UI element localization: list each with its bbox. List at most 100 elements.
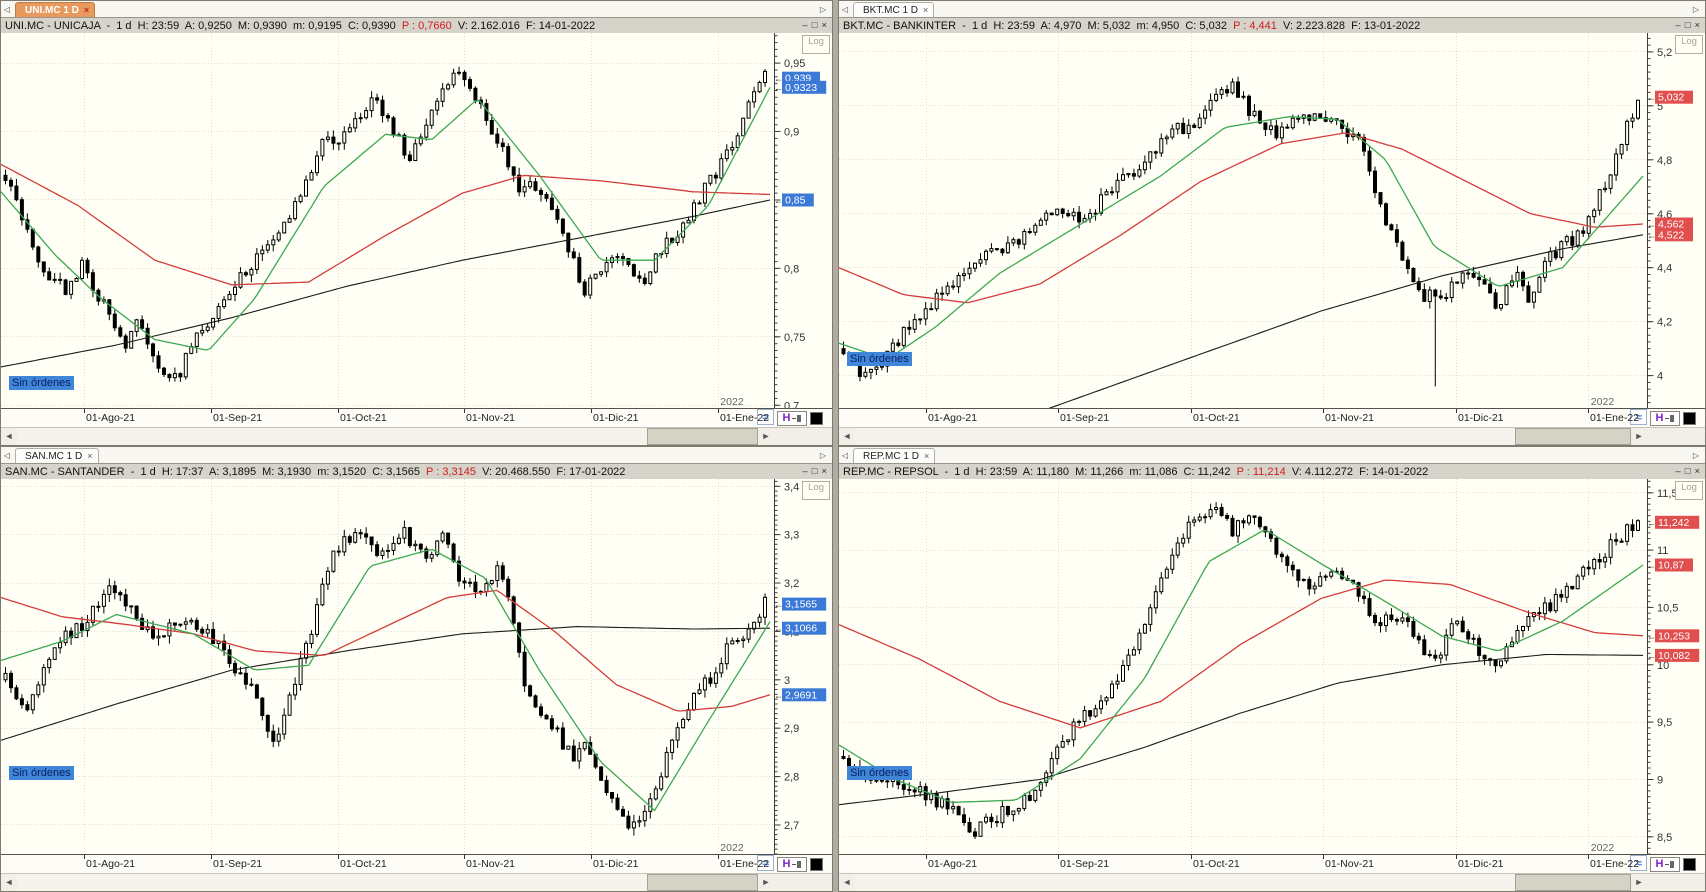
svg-text:10,87: 10,87 xyxy=(1658,560,1684,572)
price-axis[interactable]: 5,2 5 4,8 4,6 4,4 4,2 4 ← 5,032 ← 4,562 ← 4,522 Log xyxy=(1647,33,1705,408)
tab-scroll-right-icon[interactable]: ▷ xyxy=(1692,5,1700,14)
svg-text:11,242: 11,242 xyxy=(1658,517,1689,529)
color-swatch-button[interactable] xyxy=(810,411,823,425)
chart-plot[interactable]: 2022 Sin órdenes xyxy=(1,479,774,854)
date-tick xyxy=(1323,409,1324,413)
horizontal-line-button[interactable]: H xyxy=(1650,410,1680,426)
window-controls: – □ × xyxy=(1675,466,1701,478)
date-label: 01-Ago-21 xyxy=(928,858,978,870)
tab-scroll-right-icon[interactable]: ▷ xyxy=(819,5,827,14)
price-axis-svg: 5,254,84,64,44,24← 5,032← 4,562← 4,522 xyxy=(1647,33,1693,408)
tab-close-icon[interactable]: × xyxy=(923,5,929,15)
color-swatch-button[interactable] xyxy=(1683,857,1696,871)
chart-plot[interactable]: 2022 Sin órdenes xyxy=(1,33,774,408)
horizontal-line-button[interactable]: H xyxy=(777,410,807,426)
maximize-icon[interactable]: □ xyxy=(811,19,818,31)
color-swatch-button[interactable] xyxy=(810,857,823,871)
price-axis[interactable]: 11,5 11 10,5 10 9,5 9 8,5 ← 11,242 ← 10,87 ← 10,253 ←… xyxy=(1647,479,1705,854)
tab-scroll-right-icon[interactable]: ▷ xyxy=(1692,451,1700,460)
scroll-left-arrow[interactable]: ◄ xyxy=(839,428,855,445)
scrollbar-thumb[interactable] xyxy=(1514,428,1631,445)
scroll-right-arrow[interactable]: ► xyxy=(758,428,774,445)
scrollbar-track[interactable] xyxy=(17,428,758,445)
price-axis[interactable]: 0,950,90,850,80,750,7←0,939←0,9323←0,85 … xyxy=(774,33,832,408)
scroll-left-arrow[interactable]: ◄ xyxy=(1,874,17,891)
svg-text:9: 9 xyxy=(1657,775,1663,787)
log-scale-button[interactable]: Log xyxy=(802,481,830,500)
line-mode-button[interactable]: ≈ xyxy=(1630,855,1647,871)
log-scale-button[interactable]: Log xyxy=(1675,481,1703,500)
maximize-icon[interactable]: □ xyxy=(1684,465,1691,477)
svg-text:4,4: 4,4 xyxy=(1657,263,1672,275)
log-scale-button[interactable]: Log xyxy=(1675,35,1703,54)
tab-scroll-left-icon[interactable]: ◁ xyxy=(3,451,11,460)
axis-corner: H xyxy=(774,855,832,873)
scroll-right-arrow[interactable]: ► xyxy=(1631,428,1647,445)
date-label: 01-Ene-22 xyxy=(720,858,770,870)
horizontal-line-button[interactable]: H xyxy=(1650,856,1680,872)
ohlc-summary: UNI.MC - UNICAJA - 1 d H: 23:59 A: 0,925… xyxy=(5,19,402,32)
horizontal-line-button[interactable]: H xyxy=(777,856,807,872)
minimize-icon[interactable]: – xyxy=(802,19,808,31)
line-mode-button[interactable]: ≈ xyxy=(757,409,774,425)
scrollbar-corner xyxy=(774,874,832,891)
date-tick xyxy=(1323,855,1324,859)
scroll-right-arrow[interactable]: ► xyxy=(1631,874,1647,891)
tab-close-icon[interactable]: × xyxy=(923,451,930,461)
color-swatch-button[interactable] xyxy=(1683,411,1696,425)
chart-tab[interactable]: SAN.MC 1 D × xyxy=(15,448,99,463)
minimize-icon[interactable]: – xyxy=(1675,465,1681,477)
price-axis[interactable]: 3,43,33,23,132,92,82,7←3,1565←3,1066←2,9… xyxy=(774,479,832,854)
chart-plot[interactable]: 2022 Sin órdenes xyxy=(839,33,1647,408)
close-icon[interactable]: × xyxy=(821,465,827,477)
tab-close-icon[interactable]: × xyxy=(87,451,93,461)
svg-text:5: 5 xyxy=(1657,101,1663,113)
pin-icon xyxy=(792,414,802,423)
date-tick xyxy=(211,855,212,859)
tab-scroll-left-icon[interactable]: ◁ xyxy=(841,5,849,14)
scrollbar-track[interactable] xyxy=(855,874,1631,891)
tab-scroll-left-icon[interactable]: ◁ xyxy=(3,5,11,14)
scrollbar-thumb[interactable] xyxy=(1514,874,1631,891)
scrollbar-track[interactable] xyxy=(855,428,1631,445)
minimize-icon[interactable]: – xyxy=(1675,19,1681,31)
tab-scroll-left-icon[interactable]: ◁ xyxy=(841,451,849,460)
tab-scroll-right-icon[interactable]: ▷ xyxy=(819,451,827,460)
time-axis[interactable]: ≈ 01-Ago-21 01-Sep-21 01-Oct-21 01-Nov-21 01… xyxy=(839,409,1647,427)
log-scale-button[interactable]: Log xyxy=(802,35,830,54)
date-tick xyxy=(464,855,465,859)
maximize-icon[interactable]: □ xyxy=(811,465,818,477)
chart-plot[interactable]: 2022 Sin órdenes xyxy=(839,479,1647,854)
close-icon[interactable]: × xyxy=(1694,19,1700,31)
line-mode-button[interactable]: ≈ xyxy=(757,855,774,871)
time-axis-row: ≈ 01-Ago-21 01-Sep-21 01-Oct-21 01-Nov-21 01… xyxy=(1,409,832,427)
chart-area: 2022 Sin órdenes 0,950,90,850,80,750,7←0… xyxy=(1,33,832,409)
chart-tab[interactable]: BKT.MC 1 D × xyxy=(853,2,935,17)
maximize-icon[interactable]: □ xyxy=(1684,19,1691,31)
scrollbar-thumb[interactable] xyxy=(646,874,758,891)
minimize-icon[interactable]: – xyxy=(802,465,808,477)
scroll-right-arrow[interactable]: ► xyxy=(758,874,774,891)
svg-text:←: ← xyxy=(1647,518,1656,528)
time-axis[interactable]: ≈ 01-Ago-21 01-Sep-21 01-Oct-21 01-Nov-21 01… xyxy=(1,855,774,873)
tab-close-icon[interactable]: × xyxy=(83,5,90,15)
svg-text:5,032: 5,032 xyxy=(1658,92,1684,104)
price-axis-svg: 3,43,33,23,132,92,82,7←3,1565←3,1066←2,9… xyxy=(774,479,827,854)
scroll-left-arrow[interactable]: ◄ xyxy=(1,428,17,445)
svg-text:9,5: 9,5 xyxy=(1657,717,1672,729)
chart-tab[interactable]: UNI.MC 1 D × xyxy=(15,2,96,17)
svg-text:←: ← xyxy=(774,83,783,93)
chart-title-bar: BKT.MC - BANKINTER - 1 d H: 23:59 A: 4,9… xyxy=(839,17,1705,33)
close-icon[interactable]: × xyxy=(1694,465,1700,477)
close-icon[interactable]: × xyxy=(821,19,827,31)
time-axis[interactable]: ≈ 01-Ago-21 01-Sep-21 01-Oct-21 01-Nov-21 01… xyxy=(1,409,774,427)
scrollbar-track[interactable] xyxy=(17,874,758,891)
time-axis[interactable]: ≈ 01-Ago-21 01-Sep-21 01-Oct-21 01-Nov-21 01… xyxy=(839,855,1647,873)
chart-tab[interactable]: REP.MC 1 D × xyxy=(853,448,936,463)
scroll-left-arrow[interactable]: ◄ xyxy=(839,874,855,891)
scrollbar-corner xyxy=(1647,428,1705,445)
date-tick xyxy=(1588,409,1589,413)
h-glyph: H xyxy=(1655,411,1664,424)
scrollbar-thumb[interactable] xyxy=(646,428,758,445)
line-mode-button[interactable]: ≈ xyxy=(1630,409,1647,425)
